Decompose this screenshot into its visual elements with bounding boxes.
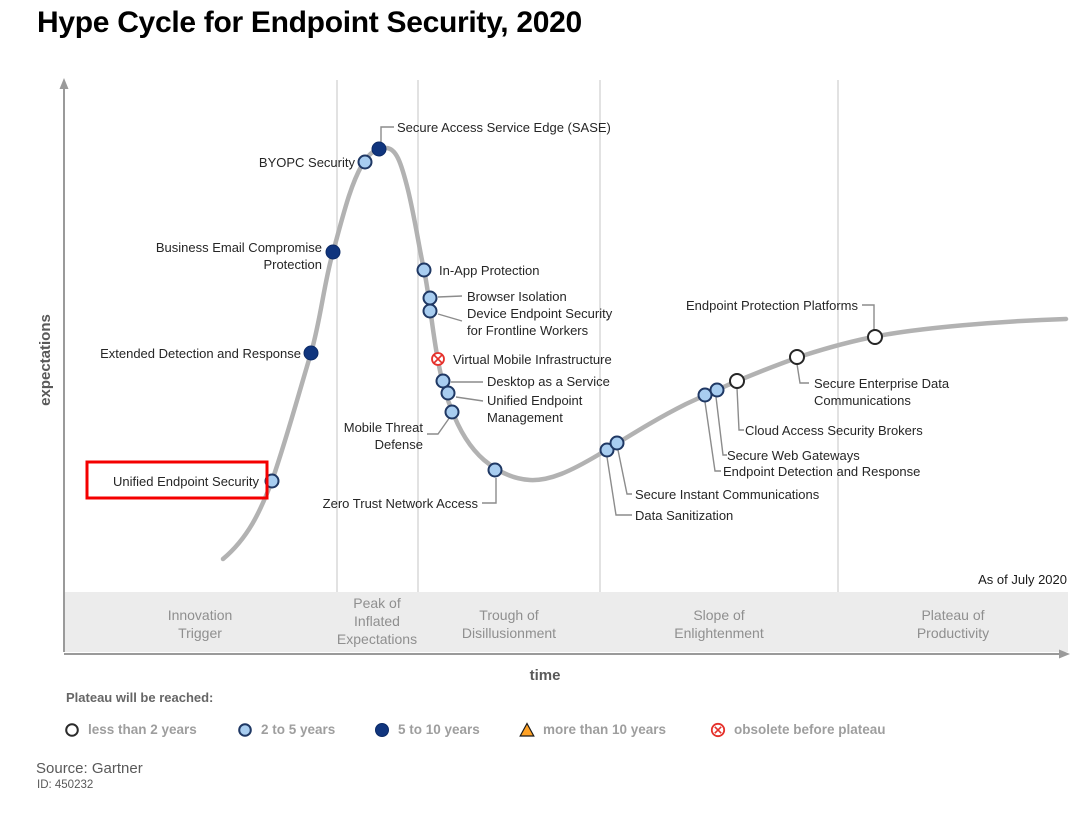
y-axis-arrow-icon [59,78,69,89]
connector-endpoint-detection-response [704,401,721,472]
phase-label-trough-line2: Disillusionment [462,625,556,641]
point-label-device-endpoint-security-line2: for Frontline Workers [467,323,589,338]
connector-casb [736,387,744,431]
legend-item-less-than-2-years: less than 2 years [64,722,197,738]
white-circle-icon [65,723,79,737]
page-title: Hype Cycle for Endpoint Security, 2020 [37,6,582,39]
x-axis-arrow-icon [1059,649,1070,659]
point-dot-business-email-compromise [325,244,341,260]
highlight-box-unified-endpoint-security [85,460,269,500]
point-label-business-email-compromise-line1: Business Email Compromise [156,240,322,255]
phase-band [64,592,1068,652]
point-label-unified-endpoint-management-line2: Management [487,410,563,425]
point-label-mobile-threat-defense-line2: Defense [375,437,423,452]
point-label-sase: Secure Access Service Edge (SASE) [397,120,611,135]
phase-label-slope-line2: Enlightenment [674,625,764,641]
light-blue-circle-icon [238,723,252,737]
phase-label-peak-line2: Inflated [354,613,400,629]
phase-label-plateau-line2: Productivity [917,625,989,641]
legend-label: 5 to 10 years [398,722,480,737]
point-label-mobile-threat-defense-line1: Mobile Threat [344,420,424,435]
point-label-secure-enterprise-data-line1: Secure Enterprise Data [814,376,950,391]
point-label-endpoint-detection-response: Endpoint Detection and Response [723,464,920,479]
point-label-business-email-compromise-line2: Protection [263,257,322,272]
point-label-secure-web-gateways: Secure Web Gateways [727,448,860,463]
phase-label-slope-line1: Slope of [693,607,744,623]
legend-item-more-than-10-years: more than 10 years [519,722,666,738]
connector-endpoint-protection-platforms [862,304,875,330]
connector-data-sanitization [606,456,632,516]
point-dot-browser-isolation [422,290,438,306]
point-label-endpoint-protection-platforms: Endpoint Protection Platforms [686,298,858,313]
point-dot-virtual-mobile-infrastructure [431,352,445,366]
legend-label: less than 2 years [88,722,197,737]
connector-secure-enterprise-data [796,363,809,384]
point-dot-zero-trust-network-access [487,462,503,478]
point-dot-unified-endpoint-management [440,385,456,401]
point-label-browser-isolation: Browser Isolation [467,289,567,304]
legend-item-2-to-5-years: 2 to 5 years [237,722,335,738]
connector-unified-endpoint-management [455,396,484,402]
phase-label-plateau-line1: Plateau of [921,607,984,623]
point-label-virtual-mobile-infrastructure: Virtual Mobile Infrastructure [453,352,612,367]
point-dot-secure-enterprise-data [789,349,805,365]
point-dot-cloud-access-security-brokers [729,373,745,389]
connector-mobile-threat-defense [427,416,451,435]
point-label-cloud-access-security-brokers: Cloud Access Security Brokers [745,423,923,438]
point-dot-data-sanitization [599,442,615,458]
connector-zero-trust [482,478,497,504]
connector-secure-instant-communications [617,449,632,495]
legend-item-5-to-10-years: 5 to 10 years [374,722,480,738]
legend-label: obsolete before plateau [734,722,886,737]
as-of-date: As of July 2020 [978,572,1067,587]
point-label-unified-endpoint-security[interactable]: Unified Endpoint Security [113,474,259,489]
legend-heading: Plateau will be reached: [66,690,214,705]
point-dot-endpoint-protection-platforms [867,329,883,345]
point-dot-in-app-protection [416,262,432,278]
connector-browser-isolation [437,295,463,298]
phase-label-innovation-trigger-line2: Trigger [178,625,222,641]
point-dot-secure-web-gateways [709,382,725,398]
phase-label-peak-line1: Peak of [353,595,401,611]
phase-label-trough-line1: Trough of [479,607,539,623]
document-id: ID: 450232 [37,779,94,791]
connector-secure-web-gateways [715,396,727,456]
point-dot-secure-instant-communications [609,435,625,451]
point-dot-sase [371,141,387,157]
point-label-unified-endpoint-management-line1: Unified Endpoint [487,393,583,408]
connector-sase [380,126,394,142]
point-dot-mobile-threat-defense [444,404,460,420]
legend-item-obsolete-before-plateau: obsolete before plateau [710,722,886,738]
y-axis-label: expectations [37,314,54,406]
point-label-zero-trust-network-access: Zero Trust Network Access [323,496,479,511]
point-label-desktop-as-a-service: Desktop as a Service [487,374,610,389]
crossed-red-circle-icon [710,722,726,738]
dark-blue-circle-icon [375,723,389,737]
point-dot-device-endpoint-security [422,303,438,319]
point-label-secure-instant-communications: Secure Instant Communications [635,487,820,502]
point-label-extended-detection-response: Extended Detection and Response [100,346,301,361]
point-label-secure-enterprise-data-line2: Communications [814,393,911,408]
orange-triangle-icon [519,722,535,737]
legend-label: more than 10 years [543,722,667,737]
point-label-device-endpoint-security-line1: Device Endpoint Security [467,306,613,321]
phase-label-peak-line3: Expectations [337,631,417,647]
source-attribution: Source: Gartner [36,760,143,777]
point-dot-extended-detection-response [303,345,319,361]
phase-label-innovation-trigger-line1: Innovation [168,607,233,623]
point-label-in-app-protection: In-App Protection [439,263,539,278]
connector-device-endpoint-security [437,313,463,322]
legend-label: 2 to 5 years [261,722,336,737]
point-label-data-sanitization: Data Sanitization [635,508,733,523]
point-label-byopc-security: BYOPC Security [259,155,356,170]
x-axis-label: time [530,667,561,684]
point-dot-byopc-security [357,154,373,170]
